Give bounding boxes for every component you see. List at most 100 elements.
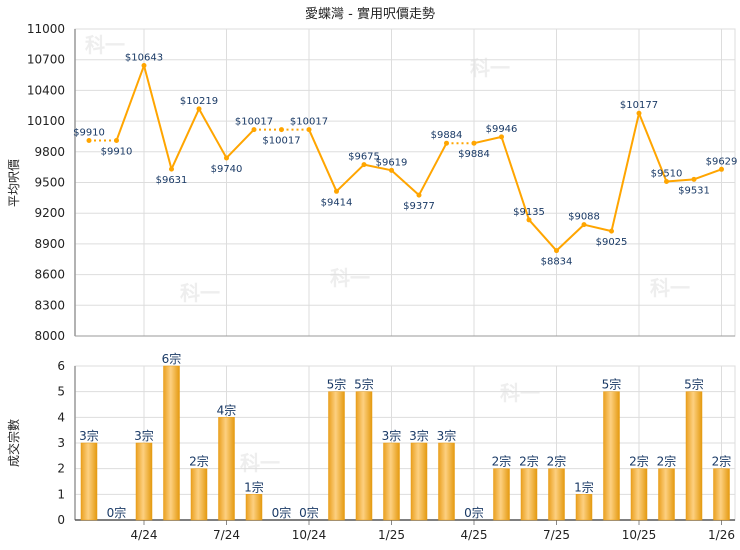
bar — [520, 468, 538, 521]
line-segment — [693, 168, 722, 181]
bar-label: 2宗 — [657, 454, 677, 469]
bar — [383, 442, 400, 521]
watermark: 科一 — [500, 381, 540, 405]
bar-label: 3宗 — [409, 428, 429, 443]
line-segment — [500, 136, 530, 221]
data-point — [499, 134, 504, 140]
y-tick-label: 2 — [57, 462, 65, 476]
bar-label: 1宗 — [244, 479, 264, 494]
line-segment — [638, 112, 668, 182]
bar — [575, 494, 593, 521]
line-segment — [666, 178, 695, 183]
x-tick-label: 4/24 — [131, 528, 158, 542]
bar — [410, 442, 428, 521]
bar — [355, 391, 373, 521]
bar-label: 2宗 — [519, 454, 539, 469]
point-label: $9619 — [376, 157, 408, 168]
y-tick-label: 8300 — [34, 298, 65, 312]
chart-title: 愛蝶灣 - 實用呎價走勢 — [305, 6, 435, 22]
bar-label: 0宗 — [299, 505, 319, 520]
bar-label: 3宗 — [79, 428, 99, 443]
watermark: 科一 — [330, 266, 370, 290]
x-tick-label: 7/24 — [213, 528, 240, 542]
point-label: $9946 — [486, 124, 518, 135]
point-label: $9510 — [651, 168, 683, 179]
line-segment — [170, 108, 200, 170]
y-tick-label: 9200 — [34, 206, 65, 220]
point-label: $9088 — [568, 212, 600, 223]
y-tick-label: 8600 — [34, 268, 65, 282]
bar — [438, 442, 455, 521]
point-label: $10017 — [262, 136, 300, 147]
line-segment — [610, 112, 640, 232]
bar-label: 0宗 — [107, 505, 127, 520]
bar — [685, 391, 703, 521]
bar-label: 2宗 — [712, 454, 732, 469]
point-label: $9629 — [706, 156, 738, 167]
data-point — [306, 127, 312, 133]
line-segment — [418, 142, 448, 196]
data-point — [279, 127, 284, 133]
point-label: $10219 — [180, 96, 218, 107]
point-label: $10177 — [620, 100, 658, 111]
y-tick-label: 6 — [57, 359, 65, 373]
point-label: $10643 — [125, 53, 163, 64]
point-label: $9025 — [596, 237, 628, 248]
point-label: $9910 — [101, 147, 133, 158]
y-tick-label: 9500 — [34, 176, 65, 190]
y-tick-label: 5 — [57, 385, 65, 399]
line-segment — [115, 65, 145, 141]
bar — [190, 468, 208, 521]
bar-label: 3宗 — [382, 428, 402, 443]
bar — [630, 468, 648, 521]
line-segment — [308, 129, 338, 192]
point-label: $9884 — [458, 149, 490, 160]
bar-label: 6宗 — [162, 351, 182, 366]
y-tick-label: 1 — [57, 487, 65, 501]
watermark: 科一 — [240, 451, 280, 475]
line-segment — [143, 65, 173, 170]
y-tick-label: 8900 — [34, 237, 65, 251]
bar-label: 3宗 — [437, 428, 457, 443]
data-point — [609, 228, 614, 234]
y-tick-label: 10100 — [27, 114, 65, 128]
data-point — [169, 166, 174, 172]
data-point — [636, 110, 642, 116]
x-tick-label: 10/25 — [622, 528, 657, 542]
bar-label: 1宗 — [574, 479, 594, 494]
bar-label: 0宗 — [464, 505, 484, 520]
data-point — [444, 140, 449, 146]
point-label: $9531 — [678, 185, 710, 196]
x-tick-label: 1/25 — [378, 528, 405, 542]
bar — [163, 365, 180, 521]
bar — [80, 442, 98, 521]
data-point — [86, 138, 92, 144]
bar-label: 5宗 — [684, 377, 704, 392]
data-point — [196, 106, 202, 112]
point-label: $10017 — [235, 117, 273, 128]
y-tick-label: 9800 — [34, 145, 65, 159]
data-point — [526, 217, 532, 223]
y-tick-label: 0 — [57, 513, 65, 527]
bar — [548, 468, 565, 521]
bar — [328, 391, 345, 521]
y-tick-label: 10400 — [27, 83, 65, 97]
line-segment — [363, 163, 392, 172]
bar-label: 5宗 — [602, 377, 622, 392]
line-segment — [198, 108, 228, 159]
watermark: 科一 — [180, 281, 220, 305]
watermark: 科一 — [650, 276, 690, 300]
bar — [658, 468, 675, 521]
line-segment — [473, 135, 502, 145]
point-label: $9910 — [73, 128, 105, 139]
point-label: $9675 — [348, 152, 380, 163]
point-label: $10017 — [290, 117, 328, 128]
bar-label: 2宗 — [189, 454, 209, 469]
line-segment — [335, 163, 365, 193]
y-tick-label: 8000 — [34, 329, 65, 343]
line-segment — [225, 128, 255, 159]
line-segment — [390, 169, 420, 196]
x-tick-label: 4/25 — [461, 528, 488, 542]
y-tick-label: 11000 — [27, 22, 65, 36]
